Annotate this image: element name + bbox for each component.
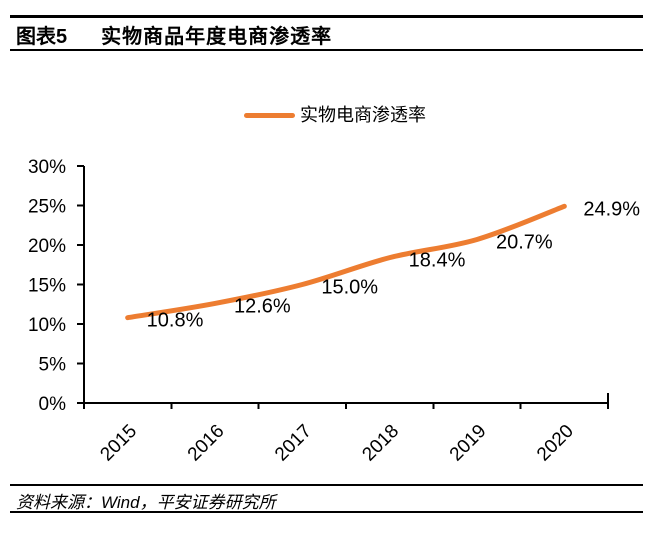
y-tick-label: 20% <box>28 236 66 257</box>
data-label: 10.8% <box>147 310 204 332</box>
x-category-label: 2017 <box>271 421 316 466</box>
data-label: 12.6% <box>234 295 291 317</box>
figure-label: 图表5 <box>16 26 68 48</box>
footer-top-rule <box>10 484 643 486</box>
legend-series-label: 实物电商渗透率 <box>300 105 426 125</box>
series-line <box>125 203 567 321</box>
header-top-rule <box>10 15 643 18</box>
chart-svg: 0%5%10%15%20%25%30%2015 2016 2017 2018 2019 2… <box>28 157 641 466</box>
y-tick-label: 5% <box>39 355 67 376</box>
source-note: 资料来源：Wind，平安证券研究所 <box>16 493 276 512</box>
x-category-label: 2019 <box>446 421 491 466</box>
x-category-label: 2020 <box>533 421 578 466</box>
x-category-label: 2016 <box>184 421 229 466</box>
x-axis-ticks <box>83 403 609 409</box>
y-tick-label: 0% <box>39 394 67 415</box>
footer-bottom-rule <box>10 511 643 513</box>
data-label: 24.9% <box>583 198 640 220</box>
header-bottom-rule <box>10 49 643 51</box>
data-label: 20.7% <box>496 231 553 253</box>
page-title: 实物商品年度电商渗透率 <box>101 26 333 48</box>
chart-legend: 实物电商渗透率 <box>0 104 670 126</box>
y-axis-ticks: 0% 5% 10% 15% 20% 25% 30% <box>28 157 84 415</box>
x-category-label: 2015 <box>96 421 141 466</box>
x-category-label: 2018 <box>358 421 403 466</box>
y-tick-label: 10% <box>28 315 66 336</box>
y-tick-label: 15% <box>28 276 66 297</box>
y-tick-label: 30% <box>28 157 66 178</box>
data-labels: 10.8% 12.6% 15.0% 18.4% 20.7% 24.9% <box>147 198 641 331</box>
x-axis-labels: 2015 2016 2017 2018 2019 2020 <box>96 421 577 466</box>
y-tick-label: 25% <box>28 197 66 218</box>
legend-line-swatch <box>244 112 295 118</box>
data-label: 18.4% <box>409 250 466 272</box>
data-label: 15.0% <box>321 277 378 299</box>
figure-title-row: 图表5 实物商品年度电商渗透率 <box>16 20 332 49</box>
